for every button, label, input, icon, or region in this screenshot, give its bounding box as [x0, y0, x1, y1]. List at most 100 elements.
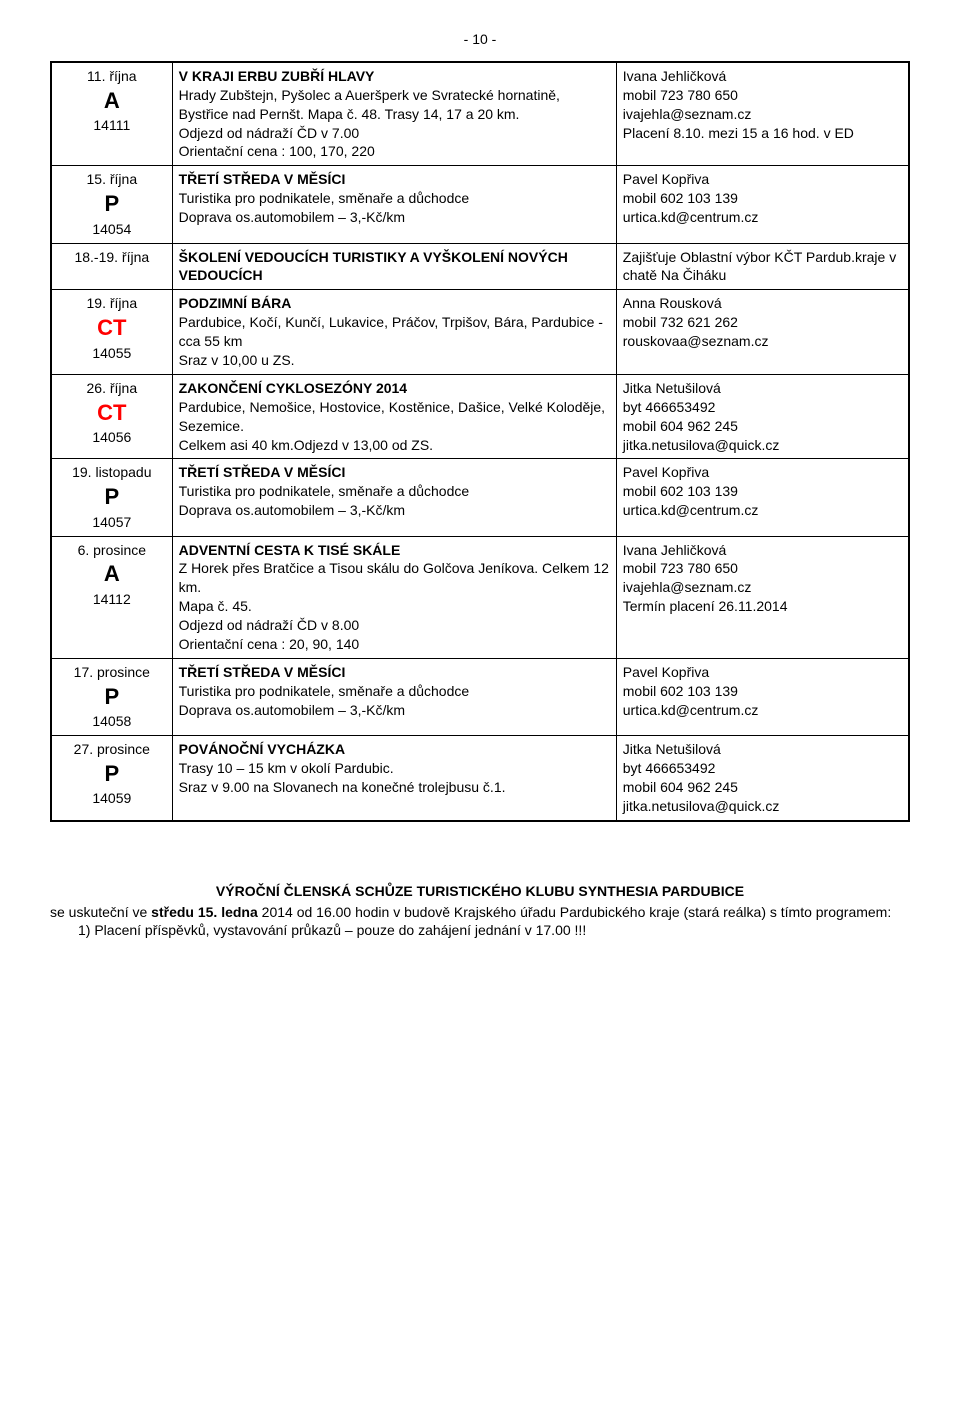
date-cell: 11. říjnaA14111	[51, 62, 172, 166]
date-letter: P	[58, 761, 166, 787]
date-code: 14054	[58, 220, 166, 239]
footer-line1-bold: středu 15. ledna	[151, 904, 258, 920]
description-title: ZAKONČENÍ CYKLOSEZÓNY 2014	[179, 380, 407, 396]
contact-cell: Pavel Kopřivamobil 602 103 139urtica.kd@…	[616, 166, 909, 243]
contact-line: mobil 732 621 262	[623, 313, 902, 332]
footer-title: VÝROČNÍ ČLENSKÁ SCHŮZE TURISTICKÉHO KLUB…	[50, 882, 910, 901]
contact-cell: Ivana Jehličkovámobil 723 780 650ivajehl…	[616, 536, 909, 658]
contact-line: jitka.netusilova@quick.cz	[623, 436, 902, 455]
contact-name: Ivana Jehličková	[623, 541, 902, 560]
table-row: 11. říjnaA14111V KRAJI ERBU ZUBŘÍ HLAVYH…	[51, 62, 909, 166]
date-letter: CT	[58, 315, 166, 341]
date-cell: 19. listopaduP14057	[51, 459, 172, 536]
date-top: 19. října	[58, 294, 166, 313]
date-cell: 15. října P 14054	[51, 166, 172, 243]
table-row: 17. prosinceP14058TŘETÍ STŘEDA V MĚSÍCIT…	[51, 658, 909, 735]
date-code: 14059	[58, 789, 166, 808]
contact-line: ivajehla@seznam.cz	[623, 105, 902, 124]
contact-name: Pavel Kopřiva	[623, 663, 902, 682]
description-cell: PODZIMNÍ BÁRA Pardubice, Kočí, Kunčí, Luk…	[172, 290, 616, 375]
description-line: Trasy 10 – 15 km v okolí Pardubic.	[179, 759, 610, 778]
date-code: 14055	[58, 344, 166, 363]
date-cell: 26. října CT 14056	[51, 374, 172, 459]
description-line: Hrady Zubštejn, Pyšolec a Aueršperk ve S…	[179, 86, 610, 124]
date-cell: 18.-19. října	[51, 243, 172, 290]
table-row: 6. prosinceA 14112 ADVENTNÍ CESTA K TISÉ S…	[51, 536, 909, 658]
contact-cell: Ivana Jehličkovámobil 723 780 650ivajehl…	[616, 62, 909, 166]
description-line: Odjezd od nádraží ČD v 8.00	[179, 616, 610, 635]
description-title: V KRAJI ERBU ZUBŘÍ HLAVY	[179, 68, 375, 84]
date-code: 14056	[58, 428, 166, 447]
description-line: Sraz v 10,00 u ZS.	[179, 351, 610, 370]
description-title: TŘETÍ STŘEDA V MĚSÍCI	[179, 464, 346, 480]
date-code: 14058	[58, 712, 166, 731]
date-top: 17. prosince	[58, 663, 166, 682]
contact-line: mobil 604 962 245	[623, 417, 902, 436]
date-cell: 19. října CT 14055	[51, 290, 172, 375]
description-title: PODZIMNÍ BÁRA	[179, 295, 292, 311]
contact-line: Placení 8.10. mezi 15 a 16 hod. v ED	[623, 124, 902, 143]
description-line: Doprava os.automobilem – 3,-Kč/km	[179, 501, 610, 520]
contact-cell: Anna Rouskovámobil 732 621 262rouskovaa@…	[616, 290, 909, 375]
description-line: Mapa č. 45.	[179, 597, 610, 616]
description-line: Celkem asi 40 km.Odjezd v 13,00 od ZS.	[179, 436, 610, 455]
contact-line: mobil 602 103 139	[623, 682, 902, 701]
footer-list-item: 1) Placení příspěvků, vystavování průkaz…	[50, 921, 910, 940]
description-title: ADVENTNÍ CESTA K TISÉ SKÁLE	[179, 542, 401, 558]
footer-line1-prefix: se uskuteční ve	[50, 904, 151, 920]
description-cell: ZAKONČENÍ CYKLOSEZÓNY 2014 Pardubice, Nem…	[172, 374, 616, 459]
description-line: Sraz v 9.00 na Slovanech na konečné trol…	[179, 778, 610, 797]
description-cell: TŘETÍ STŘEDA V MĚSÍCITuristika pro podni…	[172, 166, 616, 243]
contact-name: Ivana Jehličková	[623, 67, 902, 86]
description-line: Z Horek přes Bratčice a Tisou skálu do G…	[179, 559, 610, 597]
schedule-table: 11. říjnaA14111V KRAJI ERBU ZUBŘÍ HLAVYH…	[50, 61, 910, 822]
description-line: Turistika pro podnikatele, směnaře a důc…	[179, 189, 610, 208]
description-line: Orientační cena : 100, 170, 220	[179, 142, 610, 161]
date-top: 15. října	[58, 170, 166, 189]
contact-line: Termín placení 26.11.2014	[623, 597, 902, 616]
description-cell: TŘETÍ STŘEDA V MĚSÍCI Turistika pro podni…	[172, 658, 616, 735]
contact-line: ivajehla@seznam.cz	[623, 578, 902, 597]
date-cell: 6. prosinceA 14112	[51, 536, 172, 658]
description-line: Turistika pro podnikatele, směnaře a důc…	[179, 482, 610, 501]
contact-line: urtica.kd@centrum.cz	[623, 701, 902, 720]
date-top: 26. října	[58, 379, 166, 398]
description-title: TŘETÍ STŘEDA V MĚSÍCI	[179, 664, 346, 680]
date-letter: A	[58, 561, 166, 587]
date-code: 14112	[58, 590, 166, 609]
date-top: 27. prosince	[58, 740, 166, 759]
date-letter: P	[58, 484, 166, 510]
contact-line: jitka.netusilova@quick.cz	[623, 797, 902, 816]
contact-name: Jitka Netušilová	[623, 379, 902, 398]
description-line: Pardubice, Kočí, Kunčí, Lukavice, Práčov…	[179, 313, 610, 351]
description-line: Odjezd od nádraží ČD v 7.00	[179, 124, 610, 143]
contact-line: byt 466653492	[623, 398, 902, 417]
description-cell: V KRAJI ERBU ZUBŘÍ HLAVY Hrady Zubštejn, …	[172, 62, 616, 166]
date-top: 6. prosince	[58, 541, 166, 560]
contact-name: Jitka Netušilová	[623, 740, 902, 759]
table-row: 19. listopaduP14057 TŘETÍ STŘEDA V MĚSÍCI…	[51, 459, 909, 536]
contact-name: Anna Rousková	[623, 294, 902, 313]
contact-cell: Jitka Netušilovábyt 466653492mobil 604 9…	[616, 374, 909, 459]
contact-cell: Pavel Kopřivamobil 602 103 139urtica.kd@…	[616, 658, 909, 735]
description-line: Turistika pro podnikatele, směnaře a důc…	[179, 682, 610, 701]
description-title: POVÁNOČNÍ VYCHÁZKA	[179, 741, 345, 757]
footer-section: VÝROČNÍ ČLENSKÁ SCHŮZE TURISTICKÉHO KLUB…	[50, 882, 910, 941]
date-top: 11. října	[58, 67, 166, 86]
description-line: Orientační cena : 20, 90, 140	[179, 635, 610, 654]
description-line: Doprava os.automobilem – 3,-Kč/km	[179, 701, 610, 720]
contact-line: Zajišťuje Oblastní výbor KČT Pardub.kraj…	[623, 248, 902, 286]
date-top: 18.-19. října	[58, 248, 166, 267]
date-letter: CT	[58, 400, 166, 426]
table-row: 18.-19. říjnaŠKOLENÍ VEDOUCÍCH TURISTIKY…	[51, 243, 909, 290]
page-number: - 10 -	[50, 30, 910, 49]
contact-cell: Pavel Kopřivamobil 602 103 139urtica.kd@…	[616, 459, 909, 536]
contact-line: urtica.kd@centrum.cz	[623, 501, 902, 520]
description-line: Pardubice, Nemošice, Hostovice, Kostěnic…	[179, 398, 610, 436]
contact-cell: Jitka Netušilovábyt 466653492mobil 604 9…	[616, 736, 909, 821]
date-letter: A	[58, 88, 166, 114]
description-cell: ADVENTNÍ CESTA K TISÉ SKÁLEZ Horek přes …	[172, 536, 616, 658]
date-letter: P	[58, 191, 166, 217]
contact-name: Pavel Kopřiva	[623, 170, 902, 189]
description-line: Doprava os.automobilem – 3,-Kč/km	[179, 208, 610, 227]
